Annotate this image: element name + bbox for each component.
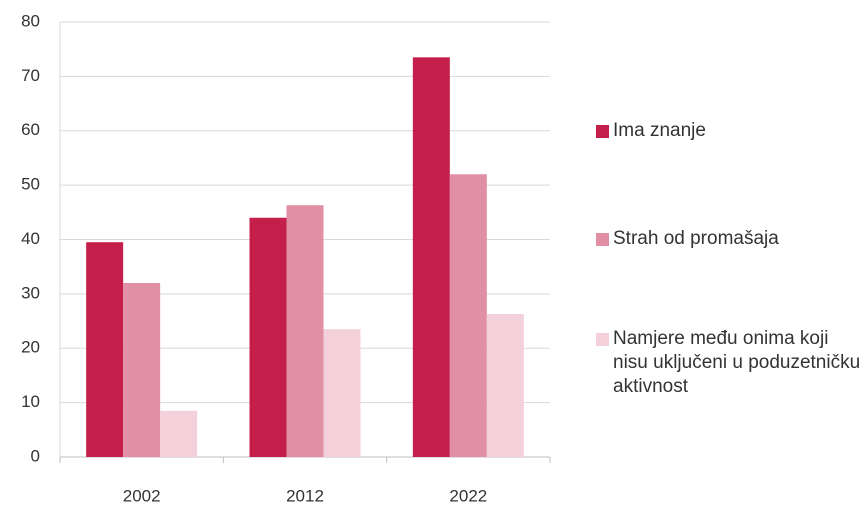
y-tick-label: 30 xyxy=(21,283,40,302)
y-tick-label: 40 xyxy=(21,229,40,248)
y-tick-label: 0 xyxy=(31,446,40,465)
legend-label: Ima znanje xyxy=(613,120,706,141)
x-tick-label: 2002 xyxy=(123,486,161,505)
legend-swatch xyxy=(596,233,609,246)
bar xyxy=(412,57,450,457)
legend-entry: Namjere među onima koji nisu uključeni u… xyxy=(596,327,864,399)
legend-entry: Strah od promašaja xyxy=(596,227,864,251)
bar xyxy=(286,205,324,457)
y-tick-label: 60 xyxy=(21,120,40,139)
bar xyxy=(323,329,361,457)
legend-label: Namjere među onima koji nisu uključeni u… xyxy=(613,328,861,397)
bar xyxy=(249,217,287,457)
y-tick-label: 50 xyxy=(21,175,40,194)
y-tick-label: 20 xyxy=(21,338,40,357)
x-tick-label: 2012 xyxy=(286,486,324,505)
y-tick-label: 80 xyxy=(21,11,40,30)
bar xyxy=(86,242,124,457)
legend-label: Strah od promašaja xyxy=(613,228,779,249)
legend-entry: Ima znanje xyxy=(596,119,864,143)
legend-swatch xyxy=(596,333,609,346)
legend-swatch xyxy=(596,125,609,138)
bar xyxy=(449,174,487,457)
y-tick-label: 70 xyxy=(21,66,40,85)
bar xyxy=(160,410,198,457)
bar xyxy=(486,313,524,457)
x-tick-label: 2022 xyxy=(449,486,487,505)
bar xyxy=(123,283,161,457)
y-tick-label: 10 xyxy=(21,392,40,411)
